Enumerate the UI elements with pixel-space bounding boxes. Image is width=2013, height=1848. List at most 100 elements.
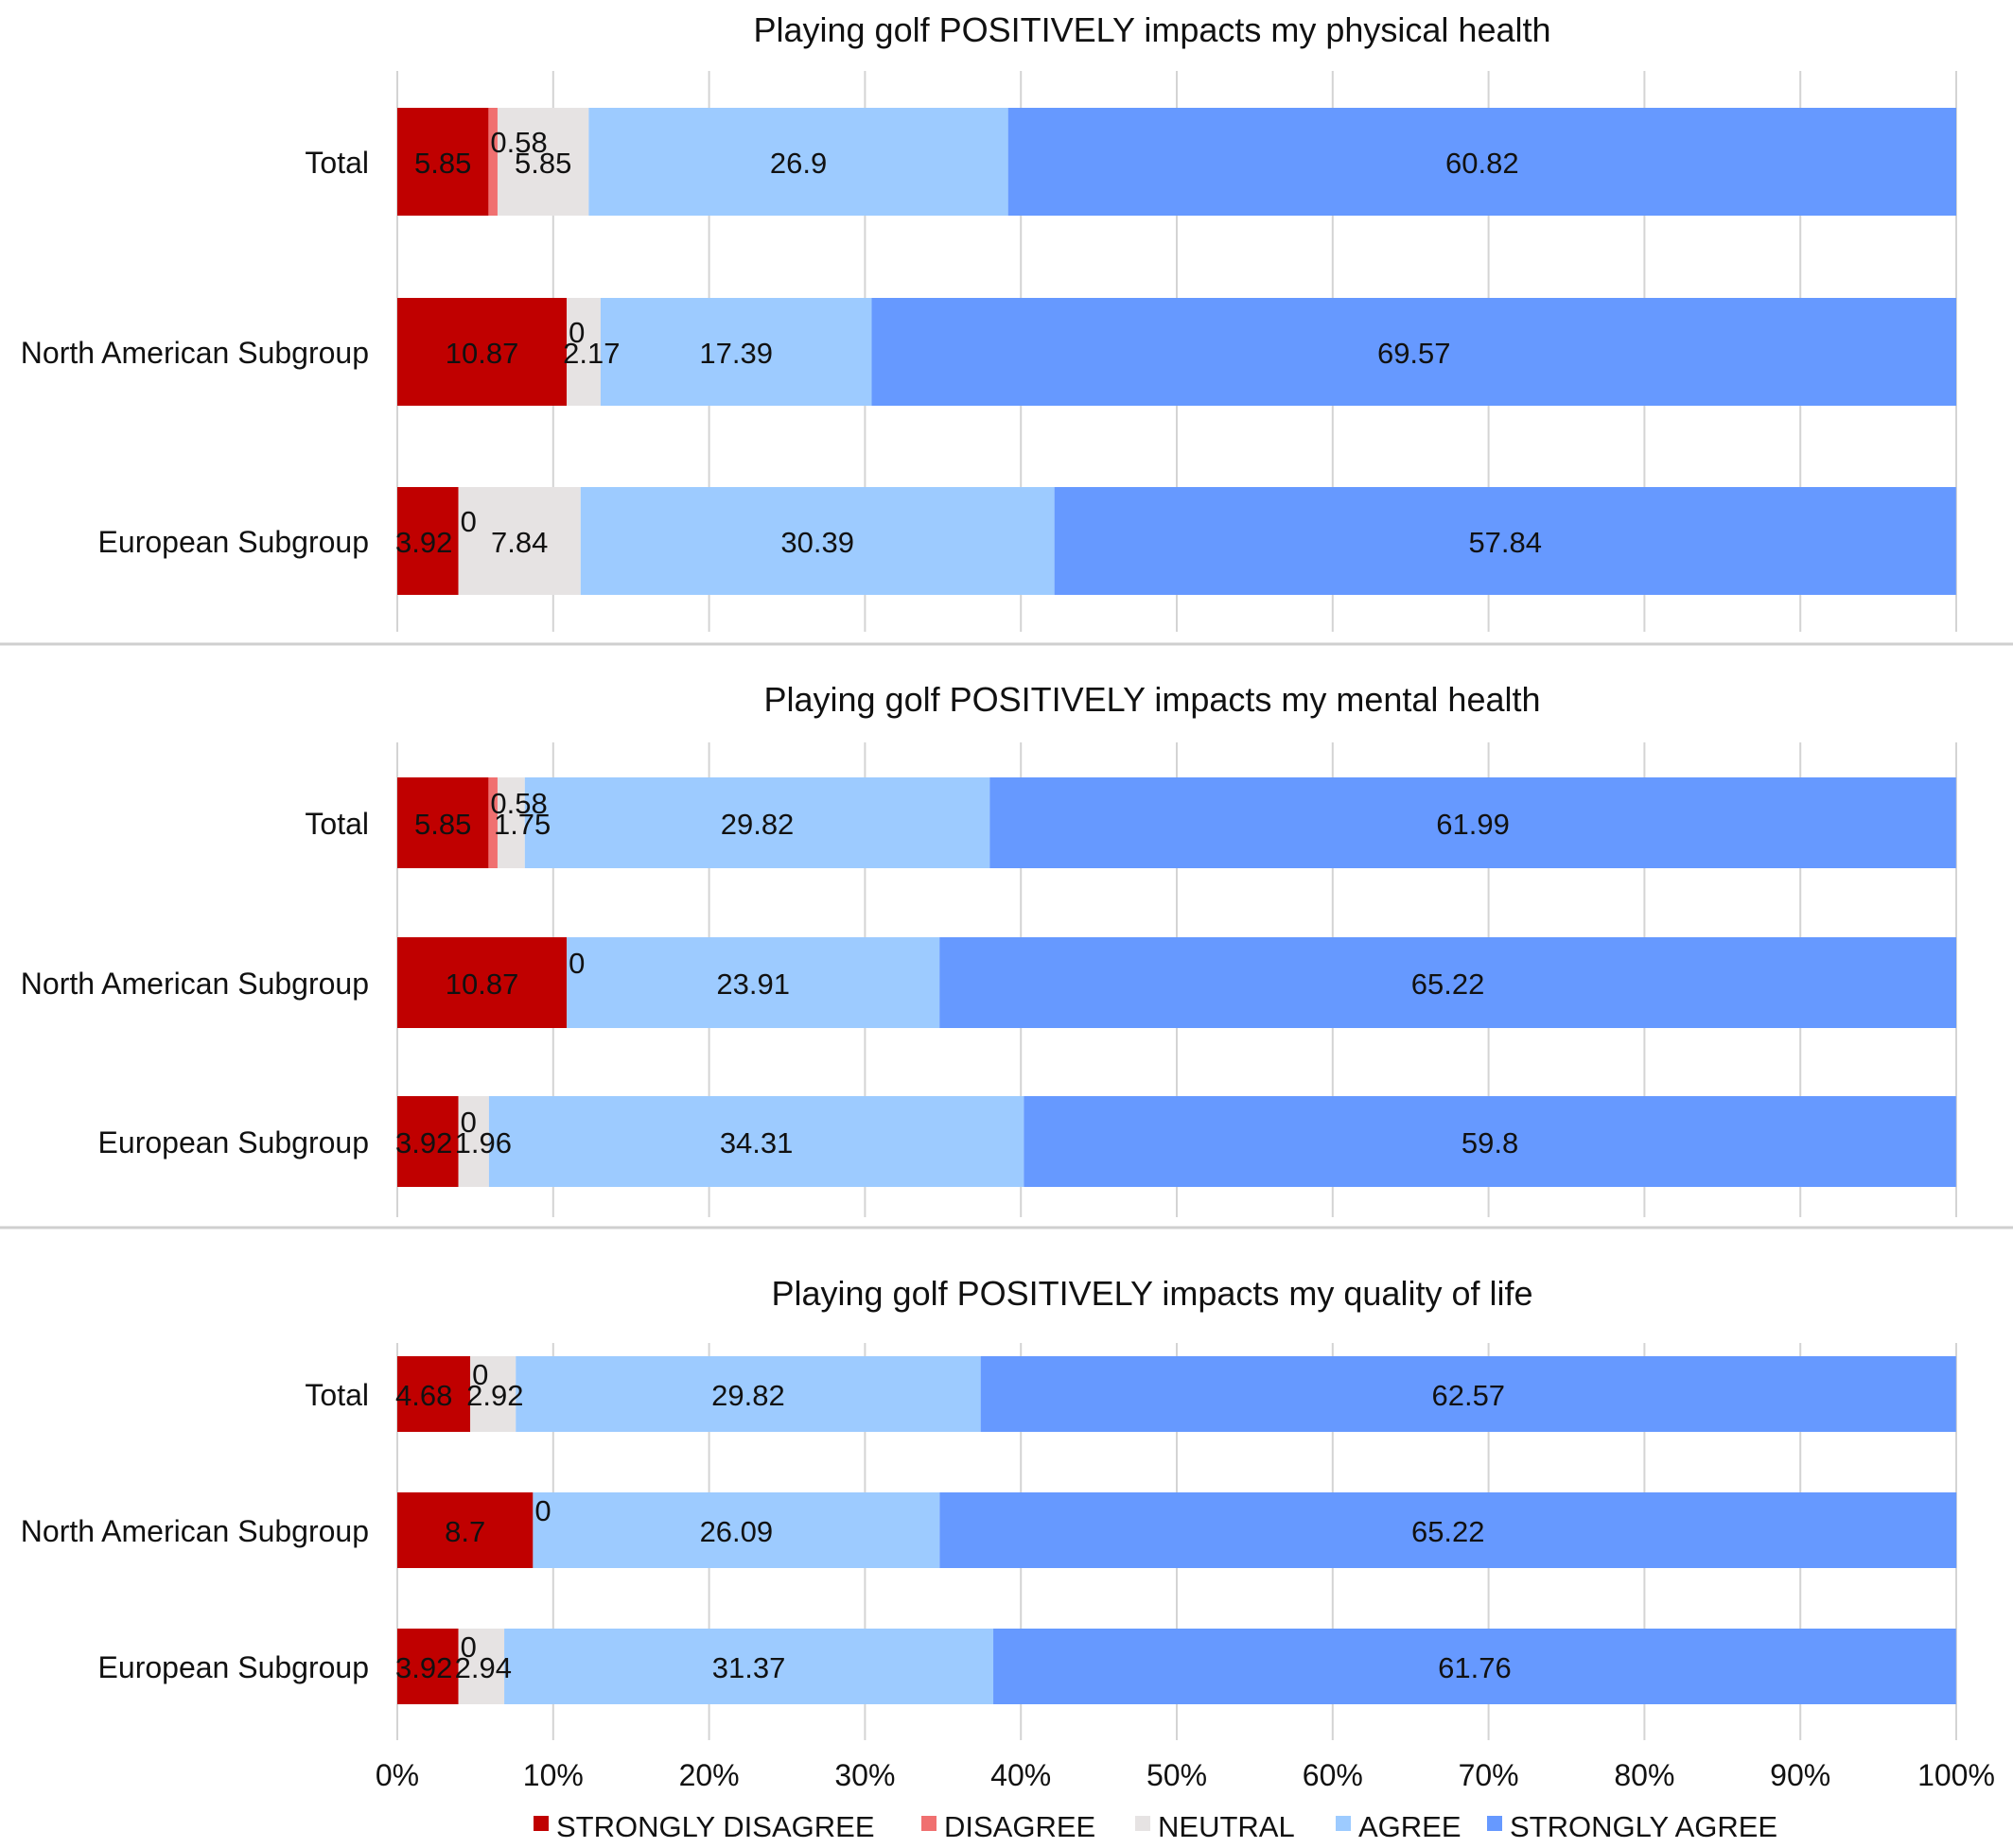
legend-label: STRONGLY DISAGREE: [556, 1810, 875, 1843]
chart-title: Playing golf POSITIVELY impacts my menta…: [763, 680, 1540, 719]
data-label: 3.92: [395, 526, 452, 559]
x-tick-label: 90%: [1770, 1758, 1830, 1792]
bar-segment-strongly-agree: [1054, 487, 1956, 595]
data-label: 65.22: [1411, 1515, 1485, 1548]
legend-swatch: [1135, 1816, 1150, 1831]
bar-segment-strongly-agree: [989, 777, 1956, 868]
chart-panel-1: Playing golf POSITIVELY impacts my physi…: [21, 10, 1957, 632]
category-label: Total: [305, 1378, 369, 1412]
chart-title: Playing golf POSITIVELY impacts my quali…: [771, 1274, 1532, 1313]
data-label: 0: [569, 947, 585, 980]
bar-segment-strongly-agree: [1024, 1096, 1956, 1187]
data-label: 26.9: [770, 147, 827, 180]
bar-segment-neutral: [458, 1629, 505, 1704]
data-label: 60.82: [1445, 147, 1519, 180]
bar-segment-agree: [524, 777, 990, 868]
data-label: 5.85: [515, 147, 571, 180]
data-label: 10.87: [446, 968, 519, 1001]
category-label: Total: [305, 807, 369, 841]
x-tick-label: 30%: [834, 1758, 895, 1792]
data-label: 3.92: [395, 1126, 452, 1159]
x-tick-label: 100%: [1917, 1758, 1995, 1792]
legend-label: NEUTRAL: [1158, 1810, 1295, 1843]
x-tick-label: 60%: [1303, 1758, 1363, 1792]
data-label: 29.82: [711, 1379, 785, 1412]
legend-swatch: [534, 1816, 549, 1831]
data-label: 69.57: [1377, 337, 1451, 370]
category-label: European Subgroup: [98, 1125, 369, 1159]
category-label: North American Subgroup: [21, 336, 369, 370]
data-label: 61.76: [1438, 1651, 1512, 1684]
data-label: 62.57: [1431, 1379, 1505, 1412]
data-label: 7.84: [491, 526, 548, 559]
x-tick-label: 20%: [679, 1758, 740, 1792]
data-label: 1.75: [494, 808, 551, 841]
data-label: 0.58: [490, 787, 547, 820]
data-label: 5.85: [414, 147, 471, 180]
bar-segment-neutral: [470, 1356, 516, 1432]
data-label: 0: [472, 1358, 488, 1391]
data-label: 26.09: [700, 1515, 774, 1548]
legend-swatch: [1336, 1816, 1351, 1831]
category-label: European Subgroup: [98, 525, 369, 559]
x-tick-label: 80%: [1614, 1758, 1674, 1792]
bar-segment-agree: [504, 1629, 994, 1704]
data-label: 65.22: [1411, 968, 1485, 1001]
x-tick-label: 10%: [523, 1758, 584, 1792]
bar-segment-strongly-agree: [939, 937, 1957, 1028]
bar-segment-strongly-agree: [871, 298, 1957, 406]
legend-swatch: [921, 1816, 936, 1831]
data-label: 34.31: [720, 1126, 794, 1159]
chart-panel-2: Playing golf POSITIVELY impacts my menta…: [21, 680, 1957, 1217]
data-label: 3.92: [395, 1651, 452, 1684]
data-label: 57.84: [1468, 526, 1542, 559]
data-label: 17.39: [699, 337, 773, 370]
data-label: 30.39: [780, 526, 854, 559]
bar-segment-agree: [580, 487, 1055, 595]
bar-segment-disagree: [488, 108, 498, 216]
legend-swatch: [1487, 1816, 1502, 1831]
bar-segment-strongly-disagree: [397, 298, 568, 406]
bar-segment-strongly-disagree: [397, 1356, 471, 1432]
data-label: 0: [461, 505, 477, 538]
data-label: 0: [461, 1106, 477, 1139]
bar-segment-strongly-agree: [1007, 108, 1956, 216]
data-label: 0.58: [490, 126, 547, 159]
bar-segment-agree: [588, 108, 1008, 216]
data-label: 8.7: [445, 1515, 485, 1548]
bar-segment-strongly-disagree: [397, 1492, 534, 1568]
data-label: 10.87: [446, 337, 519, 370]
bar-segment-agree: [567, 937, 940, 1028]
bar-segment-strongly-agree: [939, 1492, 1957, 1568]
bar-segment-strongly-disagree: [397, 1629, 459, 1704]
data-label: 61.99: [1436, 808, 1510, 841]
data-label: 0: [461, 1630, 477, 1664]
legend: STRONGLY DISAGREE DISAGREE NEUTRAL AGREE STR…: [534, 1810, 1777, 1843]
bar-segment-strongly-agree: [993, 1629, 1956, 1704]
x-tick-label: 40%: [990, 1758, 1051, 1792]
chart-title: Playing golf POSITIVELY impacts my physi…: [753, 10, 1550, 49]
data-label: 2.94: [455, 1651, 512, 1684]
bar-segment-agree: [516, 1356, 981, 1432]
legend-label: STRONGLY AGREE: [1510, 1810, 1777, 1843]
bar-segment-strongly-disagree: [397, 108, 489, 216]
bar-segment-strongly-disagree: [397, 937, 568, 1028]
category-label: North American Subgroup: [21, 1514, 369, 1548]
data-label: 59.8: [1462, 1126, 1518, 1159]
data-label: 2.92: [466, 1379, 523, 1412]
data-label: 31.37: [712, 1651, 786, 1684]
bar-segment-neutral: [567, 298, 601, 406]
bar-segment-agree: [533, 1492, 940, 1568]
bar-segment-neutral: [458, 1096, 489, 1187]
x-tick-label: 50%: [1147, 1758, 1207, 1792]
x-tick-label: 0%: [376, 1758, 419, 1792]
chart-panel-3: Playing golf POSITIVELY impacts my quali…: [21, 1274, 1957, 1740]
bar-segment-agree: [488, 1096, 1024, 1187]
legend-label: AGREE: [1358, 1810, 1462, 1843]
data-label: 23.91: [716, 968, 790, 1001]
bar-segment-agree: [600, 298, 872, 406]
bar-segment-strongly-disagree: [397, 777, 489, 868]
data-label: 0: [534, 1494, 551, 1527]
